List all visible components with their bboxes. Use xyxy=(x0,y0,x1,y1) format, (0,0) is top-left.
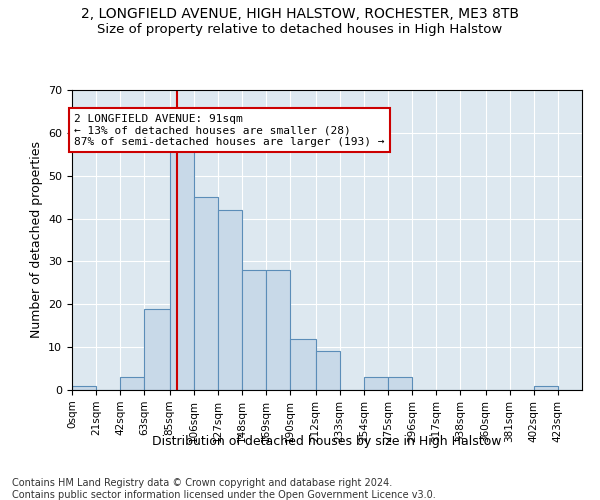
Text: Size of property relative to detached houses in High Halstow: Size of property relative to detached ho… xyxy=(97,22,503,36)
Bar xyxy=(388,377,412,390)
Bar xyxy=(170,137,194,390)
Bar xyxy=(194,197,218,390)
Text: 2 LONGFIELD AVENUE: 91sqm
← 13% of detached houses are smaller (28)
87% of semi-: 2 LONGFIELD AVENUE: 91sqm ← 13% of detac… xyxy=(74,114,385,147)
Text: Contains HM Land Registry data © Crown copyright and database right 2024.
Contai: Contains HM Land Registry data © Crown c… xyxy=(12,478,436,500)
Text: Distribution of detached houses by size in High Halstow: Distribution of detached houses by size … xyxy=(152,435,502,448)
Bar xyxy=(534,386,558,390)
Text: 2, LONGFIELD AVENUE, HIGH HALSTOW, ROCHESTER, ME3 8TB: 2, LONGFIELD AVENUE, HIGH HALSTOW, ROCHE… xyxy=(81,8,519,22)
Bar xyxy=(290,338,316,390)
Bar xyxy=(120,377,145,390)
Y-axis label: Number of detached properties: Number of detached properties xyxy=(29,142,43,338)
Bar xyxy=(266,270,290,390)
Bar xyxy=(145,308,170,390)
Bar xyxy=(364,377,388,390)
Bar xyxy=(72,386,96,390)
Bar xyxy=(218,210,242,390)
Bar xyxy=(242,270,266,390)
Bar xyxy=(316,352,340,390)
